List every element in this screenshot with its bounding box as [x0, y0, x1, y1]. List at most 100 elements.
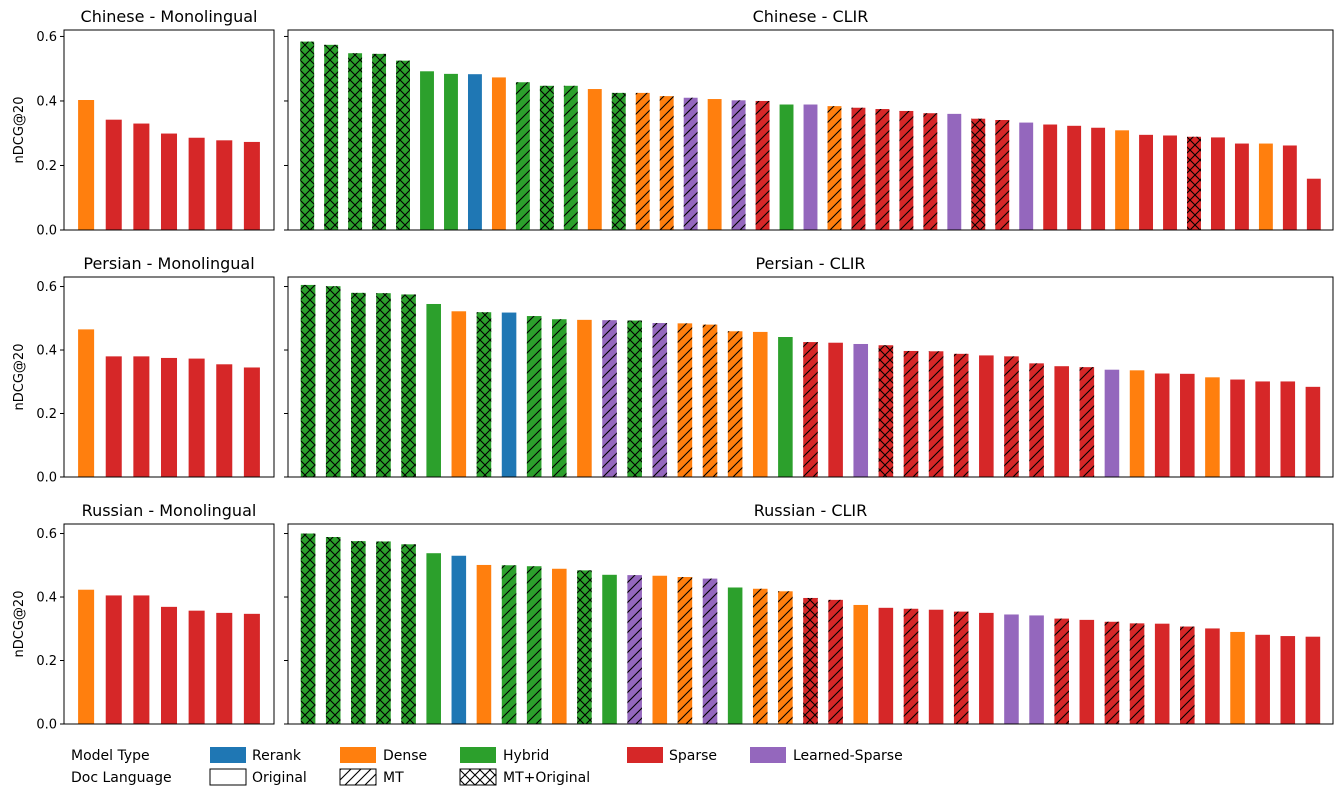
legend: Model Type Doc Language Rerank Dense Hyb…	[71, 747, 903, 786]
bar	[1280, 636, 1296, 724]
panel-title: Russian - CLIR	[754, 501, 867, 520]
bar	[552, 568, 567, 724]
y-axis-label: nDCG@20	[12, 97, 27, 164]
bar	[451, 311, 467, 477]
y-tick-label: 0.6	[36, 280, 57, 295]
bar-pattern	[803, 342, 818, 477]
bar	[587, 89, 602, 230]
bar-pattern	[611, 92, 626, 230]
bar-pattern	[827, 106, 842, 230]
bar	[243, 613, 260, 724]
legend-label-rerank: Rerank	[252, 748, 302, 764]
legend-label-mt: MT	[383, 770, 404, 786]
legend-swatch-original	[209, 768, 247, 786]
bar	[476, 564, 492, 724]
bar-pattern	[1180, 626, 1195, 724]
legend-swatch-hybrid	[460, 747, 496, 763]
bar-pattern	[300, 284, 316, 477]
bar-pattern	[971, 118, 986, 230]
bar	[133, 123, 150, 230]
bar-pattern	[953, 611, 969, 724]
bar	[133, 356, 150, 477]
bar	[1054, 366, 1069, 477]
bar	[243, 367, 260, 477]
bar-pattern	[1004, 356, 1019, 477]
bar	[928, 609, 944, 724]
axes-frame	[287, 276, 1334, 478]
bar-pattern	[476, 312, 492, 477]
bar	[1019, 122, 1034, 230]
axes-frame	[63, 523, 275, 725]
bar-pattern	[602, 320, 617, 477]
legend-swatch-mt	[339, 768, 377, 786]
bar-pattern	[396, 60, 410, 231]
y-tick-label: 0.4	[36, 94, 57, 109]
bar-pattern	[627, 320, 642, 477]
legend-label-dense: Dense	[383, 748, 427, 764]
bar	[1205, 628, 1220, 724]
bar	[779, 104, 794, 230]
y-tick-label: 0.4	[36, 591, 57, 606]
legend-label-sparse: Sparse	[669, 748, 717, 764]
bar-pattern	[324, 44, 339, 230]
bar	[1067, 125, 1082, 230]
bar	[1255, 381, 1270, 477]
bar-pattern	[727, 331, 743, 477]
bar-pattern	[702, 578, 718, 724]
legend-swatch-dense	[340, 747, 376, 763]
y-tick-label: 0.0	[36, 471, 57, 486]
bar	[1305, 386, 1321, 477]
bar	[216, 140, 233, 230]
bar	[947, 113, 962, 230]
bar-pattern	[778, 591, 793, 724]
bar	[188, 610, 205, 724]
legend-label-original: Original	[252, 770, 307, 786]
panel-russian-clir: Russian - CLIR	[284, 501, 1334, 725]
bar-pattern	[635, 92, 650, 230]
bar	[853, 343, 869, 477]
bar-pattern	[325, 286, 341, 477]
panel-russian-monolingual: Russian - Monolingual 0.0 0.2 0.4 0.6 nDCG@20	[12, 501, 275, 733]
bar	[426, 553, 441, 724]
bar	[707, 99, 722, 230]
bar-pattern	[563, 85, 578, 230]
legend-label-learned-sparse: Learned-Sparse	[793, 748, 903, 764]
bar	[501, 312, 517, 477]
bar	[1079, 619, 1095, 724]
bar	[1280, 381, 1296, 477]
bar	[979, 355, 994, 477]
bar-pattern	[376, 541, 391, 724]
bar	[160, 133, 178, 230]
bar	[1091, 127, 1106, 230]
bar	[160, 357, 178, 477]
bar	[1255, 634, 1270, 724]
bar-pattern	[903, 350, 919, 477]
bar	[188, 137, 205, 230]
bar-pattern	[1054, 618, 1069, 724]
panel-title: Russian - Monolingual	[82, 501, 257, 520]
bar	[878, 607, 894, 724]
bar-pattern	[928, 351, 944, 477]
bar-pattern	[376, 293, 391, 477]
panel-title: Persian - Monolingual	[83, 254, 254, 273]
bar-pattern	[372, 53, 387, 230]
bar	[451, 555, 467, 724]
bar-pattern	[953, 353, 969, 477]
bar-pattern	[899, 110, 914, 230]
bar	[979, 612, 994, 724]
bar	[752, 331, 768, 477]
bar-pattern	[652, 323, 668, 477]
bar	[491, 77, 506, 230]
legend-swatch-mt-original	[459, 768, 497, 786]
bar	[444, 73, 458, 230]
bar	[420, 71, 434, 231]
bar-pattern	[539, 85, 554, 230]
bar-pattern	[552, 319, 567, 477]
bar-pattern	[501, 565, 517, 724]
bar	[216, 612, 233, 724]
bar	[216, 364, 233, 477]
bar	[1230, 631, 1245, 724]
bar-pattern	[683, 97, 698, 230]
bar	[160, 606, 178, 724]
bar-pattern	[515, 82, 530, 231]
